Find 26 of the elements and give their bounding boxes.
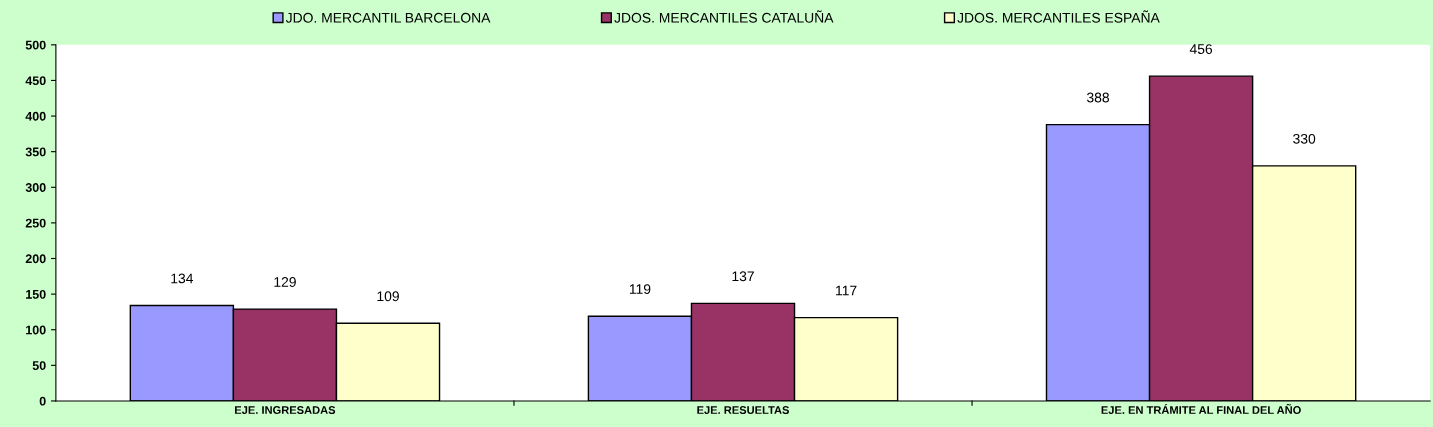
y-tick-label: 150 <box>26 289 46 299</box>
data-label: 388 <box>1086 92 1110 103</box>
data-label: 134 <box>171 273 194 284</box>
data-label: 117 <box>836 285 857 296</box>
x-tick-label: EJE. EN TRÁMITE AL FINAL DEL AÑO <box>1101 403 1301 414</box>
data-label: 129 <box>274 277 296 287</box>
y-tick-label: 450 <box>25 76 46 86</box>
y-tick-label: 500 <box>25 40 46 50</box>
data-label: 330 <box>1293 133 1316 144</box>
y-tick-label: 350 <box>25 147 46 157</box>
y-tick-label: 300 <box>25 183 46 192</box>
legend-label: JDO. MERCANTIL BARCELONA <box>285 12 491 23</box>
legend-label: JDOS. MERCANTILES ESPAÑA <box>957 10 1160 23</box>
y-tick-label: 400 <box>25 111 46 121</box>
y-tick-label: 100 <box>26 325 46 335</box>
legend-label: JDOS. MERCANTILES CATALUÑA <box>614 10 834 23</box>
x-tick-label: EJE. INGRESADAS <box>235 406 336 414</box>
data-label: 109 <box>377 291 399 302</box>
data-label: 137 <box>732 271 754 282</box>
y-tick-label: 50 <box>32 361 46 370</box>
y-tick-label: 0 <box>39 396 46 406</box>
y-tick-label: 250 <box>25 218 46 228</box>
x-tick-label: EJE. RESUELTAS <box>697 406 789 414</box>
data-label: 119 <box>629 284 651 295</box>
data-label: 456 <box>1189 44 1213 54</box>
y-tick-label: 200 <box>25 254 46 264</box>
